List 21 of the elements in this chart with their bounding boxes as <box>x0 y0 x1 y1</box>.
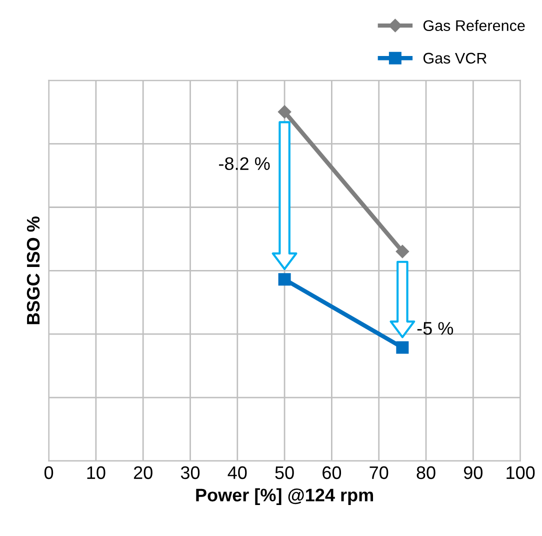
point <box>396 341 409 354</box>
point <box>396 244 410 258</box>
legend-label: Gas Reference <box>423 20 525 32</box>
y-axis-title: BSGC ISO % <box>26 216 40 324</box>
x-tick-label: 40 <box>228 466 247 480</box>
annotation: -5 % <box>417 322 454 335</box>
x-tick-label: 10 <box>87 466 106 480</box>
x-tick-label: 60 <box>322 466 342 480</box>
x-tick-label: 0 <box>44 466 54 480</box>
x-tick-label: 50 <box>275 466 294 480</box>
x-axis-title: Power [%] @124 rpm <box>196 488 374 506</box>
x-tick-label: 70 <box>370 466 388 480</box>
x-tick-label: 20 <box>134 466 152 480</box>
x-tick-label: 30 <box>180 466 200 480</box>
annotation: -8.2 % <box>219 157 270 170</box>
x-tick-label: 90 <box>464 466 482 480</box>
x-tick-label: 80 <box>416 466 436 480</box>
point <box>278 105 292 118</box>
x-tick-label: 100 <box>506 466 535 480</box>
point <box>278 273 291 286</box>
legend-label: Gas VCR <box>423 52 486 64</box>
